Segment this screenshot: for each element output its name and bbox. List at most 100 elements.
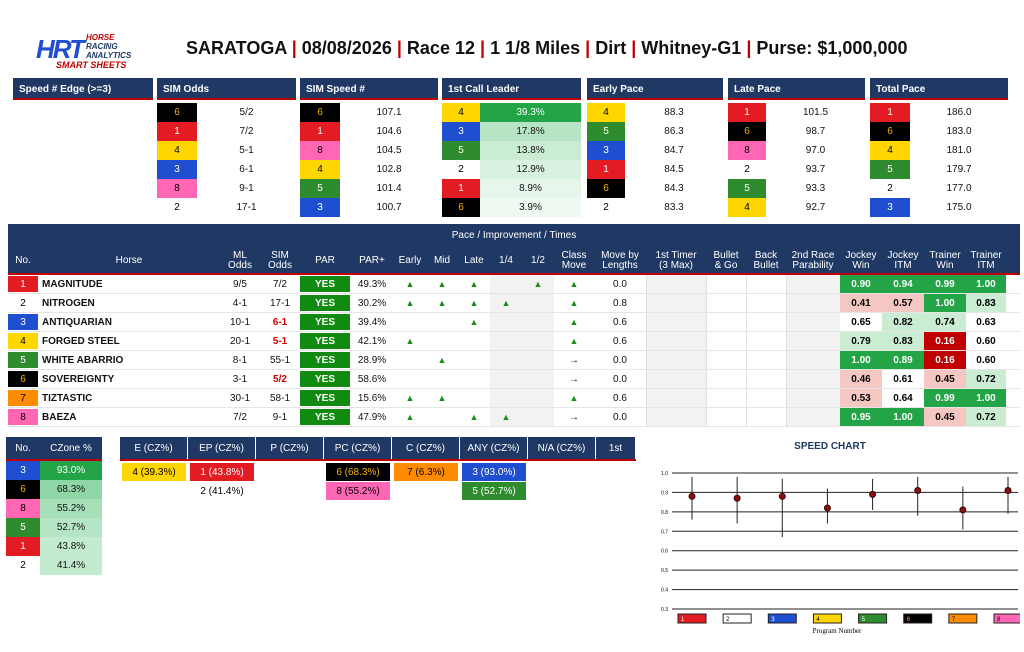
track: SARATOGA [186, 38, 287, 58]
bb-cell [746, 294, 786, 312]
bg-cell [706, 389, 746, 407]
program-number: 6 [157, 103, 197, 122]
panel-value: 107.1 [376, 107, 402, 118]
panel-row: 3 17.8% [442, 122, 581, 141]
panel-value: 88.3 [664, 107, 684, 118]
col-header-no: No. [15, 254, 31, 266]
improvement-up-icon: ▲ [437, 393, 447, 403]
horse-name: BAEZA [42, 411, 77, 423]
edge-header: Speed # Edge (>=3) [13, 78, 153, 100]
col-header-tw: Trainer Win [929, 249, 961, 271]
trainer-itm: 0.63 [966, 313, 1006, 331]
x-tick-label: 5 [862, 617, 866, 623]
par-plus: 30.2% [357, 297, 387, 309]
panel-row: 6 84.3 [587, 179, 723, 198]
program-number: 1 [442, 179, 480, 198]
panel-value: 39.3% [480, 103, 581, 122]
program-number: 4 [442, 103, 480, 122]
ml-odds: 30-1 [229, 392, 250, 404]
pace-early-cell: ▲ [394, 389, 426, 407]
panel-row: 1 186.0 [870, 103, 1008, 122]
program-number: 5 [728, 179, 766, 198]
col-header-early: Early [398, 254, 422, 266]
program-number: 2 [6, 556, 40, 575]
bb-cell [746, 408, 786, 426]
panel-value: 102.8 [376, 164, 402, 175]
panel-row: 6 98.7 [728, 122, 865, 141]
move-by-lengths: 0.6 [613, 335, 627, 347]
trainer-win: 0.45 [924, 408, 966, 426]
panel-value: 93.3 [805, 183, 826, 194]
program-number: 3 [300, 198, 340, 217]
move-by-lengths: 0.6 [613, 316, 627, 328]
par-plus: 28.9% [357, 354, 387, 366]
pace-late-cell: ▲ [458, 275, 490, 293]
sim-odds: 5/2 [273, 373, 287, 385]
pace-q-cell: ▲ [490, 294, 522, 312]
panel-row: 5 101.4 [300, 179, 438, 198]
class-up-icon: ▲ [569, 298, 579, 308]
cz-cat-header: P (CZ%) [256, 437, 324, 459]
ft-cell [646, 332, 706, 350]
panel-row: 3 6-1 [157, 160, 296, 179]
panel-value: 5-1 [239, 145, 254, 156]
col-header-jw: Jockey Win [845, 249, 877, 271]
jockey-win: 0.79 [840, 332, 882, 350]
program-number: 6 [300, 103, 340, 122]
program-number: 1 [8, 276, 38, 292]
program-number: 3 [870, 198, 910, 217]
pace-early-cell [394, 351, 426, 369]
panel-value: 104.6 [376, 126, 402, 137]
col-header-sim: SIM Odds [268, 249, 292, 271]
program-number: 5 [6, 518, 40, 537]
class-level-icon: → [569, 411, 579, 423]
panel-value: 17-1 [236, 202, 257, 213]
program-number: 3 [587, 141, 625, 160]
col-header-horse: Horse [115, 254, 143, 266]
move-by-lengths: 0.8 [613, 297, 627, 309]
program-number: 2 [728, 160, 766, 179]
class-up-icon: ▲ [569, 279, 579, 289]
program-number: 4 [157, 141, 197, 160]
program-number: 8 [6, 499, 40, 518]
col-header-mbl: Move by Lengths [601, 249, 639, 271]
bg-cell [706, 275, 746, 293]
panel-value: 12.9% [480, 160, 581, 179]
sr-cell [786, 313, 840, 331]
trainer-win: 0.99 [924, 275, 966, 293]
czone-value: 52.7% [40, 518, 102, 537]
legend-swatch [812, 613, 842, 624]
panel-row: 6 107.1 [300, 103, 438, 122]
trainer-win: 1.00 [924, 294, 966, 312]
program-number: 6 [728, 122, 766, 141]
panel-value: 181.0 [946, 145, 972, 156]
program-number: 5 [587, 122, 625, 141]
horse-name: NITROGEN [42, 297, 95, 309]
trainer-win: 0.16 [924, 351, 966, 369]
bb-cell [746, 332, 786, 350]
program-number: 6 [6, 480, 40, 499]
improvement-up-icon: ▲ [469, 317, 479, 327]
panel-value: 186.0 [946, 107, 972, 118]
bg-cell [706, 408, 746, 426]
improvement-up-icon: ▲ [469, 298, 479, 308]
col-header-cm: Class Move [561, 249, 587, 271]
czone-value: 55.2% [40, 499, 102, 518]
pace-q-cell [490, 313, 522, 331]
pace-mid-cell: ▲ [426, 294, 458, 312]
col-header-mid: Mid [433, 254, 451, 266]
total-table: 1 186.0 6 183.0 4 181.0 5 179.7 2 177.0 3 175.0 [870, 103, 1008, 217]
pace-h-cell [522, 351, 554, 369]
program-number: 4 [300, 160, 340, 179]
sim-odds: 17-1 [269, 297, 290, 309]
class-move-cell: → [554, 351, 594, 369]
cz-cat-header: N/A (CZ%) [528, 437, 596, 459]
bg-cell [706, 313, 746, 331]
move-by-lengths: 0.0 [613, 373, 627, 385]
col-header-q: 1/4 [499, 254, 513, 266]
class-up-icon: ▲ [569, 336, 579, 346]
program-number: 4 [728, 198, 766, 217]
program-number: 2 [442, 160, 480, 179]
panel-row: 4 88.3 [587, 103, 723, 122]
trainer-itm: 1.00 [966, 389, 1006, 407]
